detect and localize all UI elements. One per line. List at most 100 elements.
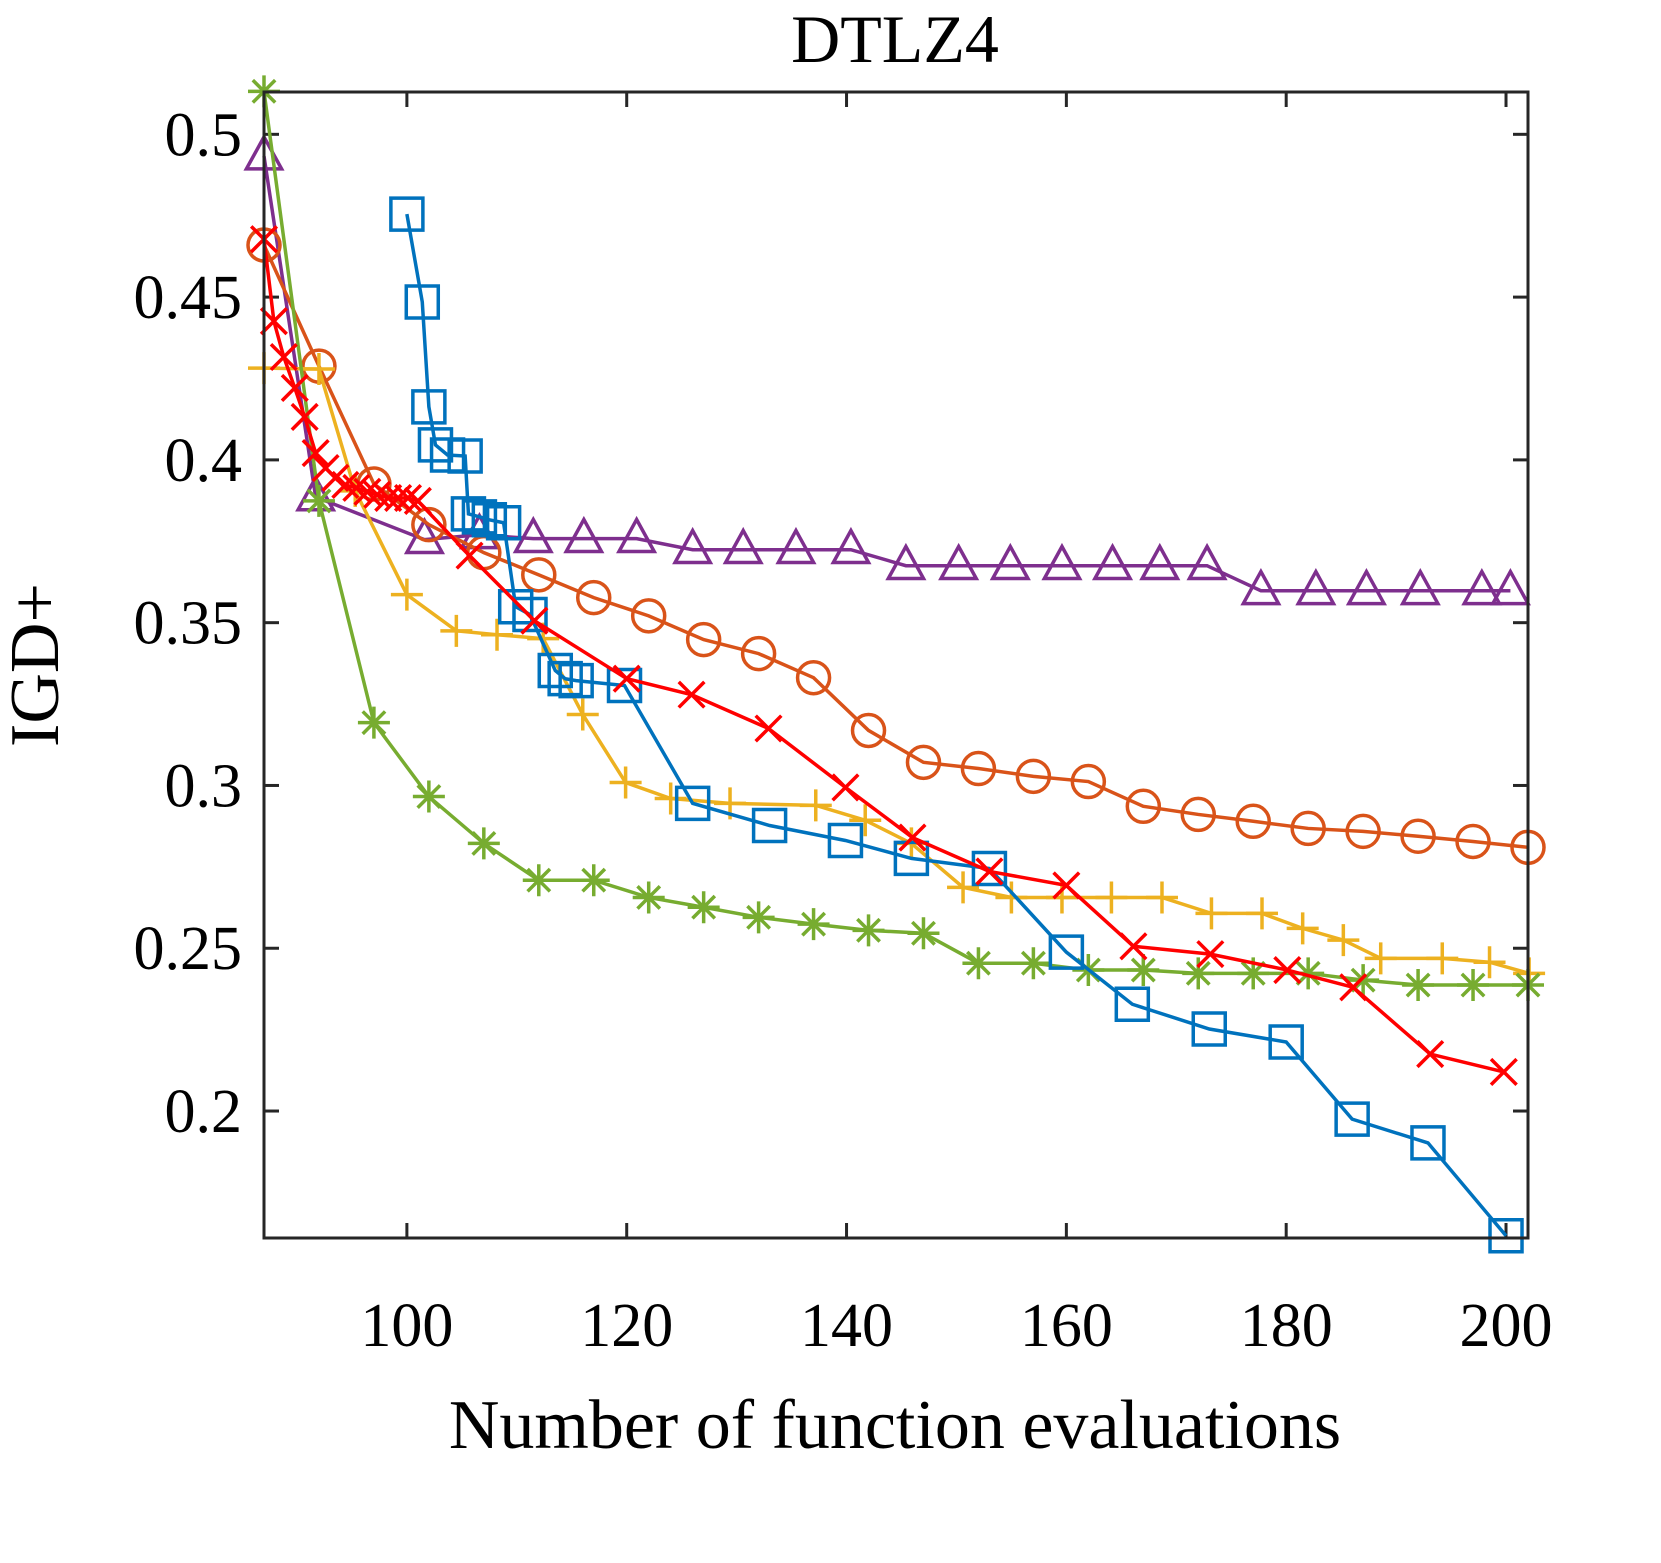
marker bbox=[566, 698, 599, 731]
marker bbox=[687, 891, 720, 924]
marker bbox=[1410, 1125, 1446, 1161]
chart-title: DTLZ4 bbox=[791, 1, 999, 77]
marker bbox=[1489, 1057, 1518, 1086]
marker bbox=[1045, 881, 1078, 914]
marker bbox=[1345, 567, 1387, 606]
marker bbox=[960, 750, 997, 787]
x-tick-label: 160 bbox=[1020, 1292, 1113, 1360]
x-tick-label: 200 bbox=[1460, 1292, 1553, 1360]
marker bbox=[616, 515, 658, 554]
marker bbox=[672, 526, 714, 565]
marker bbox=[1114, 986, 1151, 1022]
marker bbox=[481, 618, 514, 651]
marker bbox=[471, 502, 508, 538]
marker bbox=[685, 621, 722, 658]
marker bbox=[547, 660, 583, 697]
marker bbox=[455, 541, 484, 570]
marker bbox=[1416, 1040, 1445, 1069]
marker bbox=[885, 542, 927, 581]
y-tick-label: 0.4 bbox=[165, 427, 243, 495]
marker bbox=[799, 789, 832, 822]
marker bbox=[1125, 788, 1162, 825]
marker bbox=[1268, 1024, 1304, 1060]
marker bbox=[563, 515, 605, 554]
marker bbox=[1186, 542, 1228, 581]
series-line bbox=[262, 238, 1505, 1074]
marker bbox=[558, 662, 594, 699]
marker bbox=[849, 804, 882, 837]
marker bbox=[403, 486, 432, 515]
marker bbox=[1041, 542, 1083, 581]
marker bbox=[827, 822, 864, 859]
marker bbox=[389, 196, 425, 232]
marker bbox=[512, 515, 554, 554]
marker bbox=[1334, 1101, 1370, 1137]
marker bbox=[1015, 758, 1052, 795]
marker bbox=[609, 766, 642, 799]
marker bbox=[677, 680, 706, 709]
marker bbox=[302, 353, 335, 386]
marker bbox=[975, 857, 1004, 886]
marker bbox=[393, 483, 423, 513]
marker bbox=[1070, 763, 1107, 800]
marker bbox=[1345, 813, 1381, 850]
marker bbox=[1048, 934, 1085, 970]
marker bbox=[357, 706, 390, 739]
series-line bbox=[263, 366, 1530, 975]
marker bbox=[461, 499, 498, 535]
marker bbox=[1240, 567, 1282, 606]
marker bbox=[1052, 871, 1081, 900]
marker bbox=[1473, 946, 1506, 979]
marker bbox=[947, 871, 980, 904]
y-tick-label: 0.35 bbox=[134, 590, 243, 658]
series-line bbox=[262, 244, 1529, 850]
marker bbox=[654, 782, 687, 815]
marker bbox=[1488, 1217, 1524, 1254]
x-tick-label: 120 bbox=[580, 1292, 673, 1360]
marker bbox=[467, 827, 500, 860]
plot-frame bbox=[262, 90, 1530, 1240]
marker bbox=[632, 881, 665, 914]
marker bbox=[630, 598, 667, 634]
marker bbox=[412, 780, 445, 813]
marker bbox=[850, 712, 887, 749]
marker bbox=[269, 342, 298, 372]
marker bbox=[1273, 956, 1302, 985]
marker bbox=[674, 785, 711, 822]
marker bbox=[447, 438, 483, 474]
marker bbox=[521, 557, 557, 593]
marker bbox=[852, 914, 885, 947]
marker bbox=[353, 477, 382, 506]
marker bbox=[1017, 947, 1050, 980]
marker bbox=[754, 714, 783, 743]
marker bbox=[290, 402, 319, 431]
marker bbox=[606, 667, 643, 704]
marker bbox=[1196, 940, 1225, 969]
marker bbox=[742, 901, 775, 934]
marker bbox=[1402, 969, 1435, 1002]
marker bbox=[1426, 942, 1459, 975]
marker bbox=[280, 373, 309, 402]
marker bbox=[898, 823, 927, 852]
marker bbox=[722, 526, 764, 565]
marker bbox=[751, 807, 788, 844]
x-axis-label: Number of function evaluations bbox=[449, 1387, 1341, 1464]
y-tick-label: 0.3 bbox=[165, 752, 243, 820]
x-tick-label: 100 bbox=[360, 1292, 453, 1360]
marker bbox=[577, 864, 610, 897]
marker bbox=[1295, 567, 1337, 606]
marker bbox=[989, 542, 1031, 581]
marker bbox=[1180, 796, 1217, 833]
marker bbox=[374, 483, 403, 513]
marker bbox=[1182, 957, 1215, 990]
marker bbox=[1457, 969, 1490, 1002]
marker bbox=[404, 284, 441, 320]
y-tick-label: 0.25 bbox=[134, 915, 243, 983]
marker bbox=[1145, 881, 1178, 914]
marker bbox=[575, 579, 612, 616]
marker bbox=[417, 427, 454, 463]
plot-series bbox=[243, 75, 1546, 1254]
marker bbox=[1489, 567, 1531, 606]
